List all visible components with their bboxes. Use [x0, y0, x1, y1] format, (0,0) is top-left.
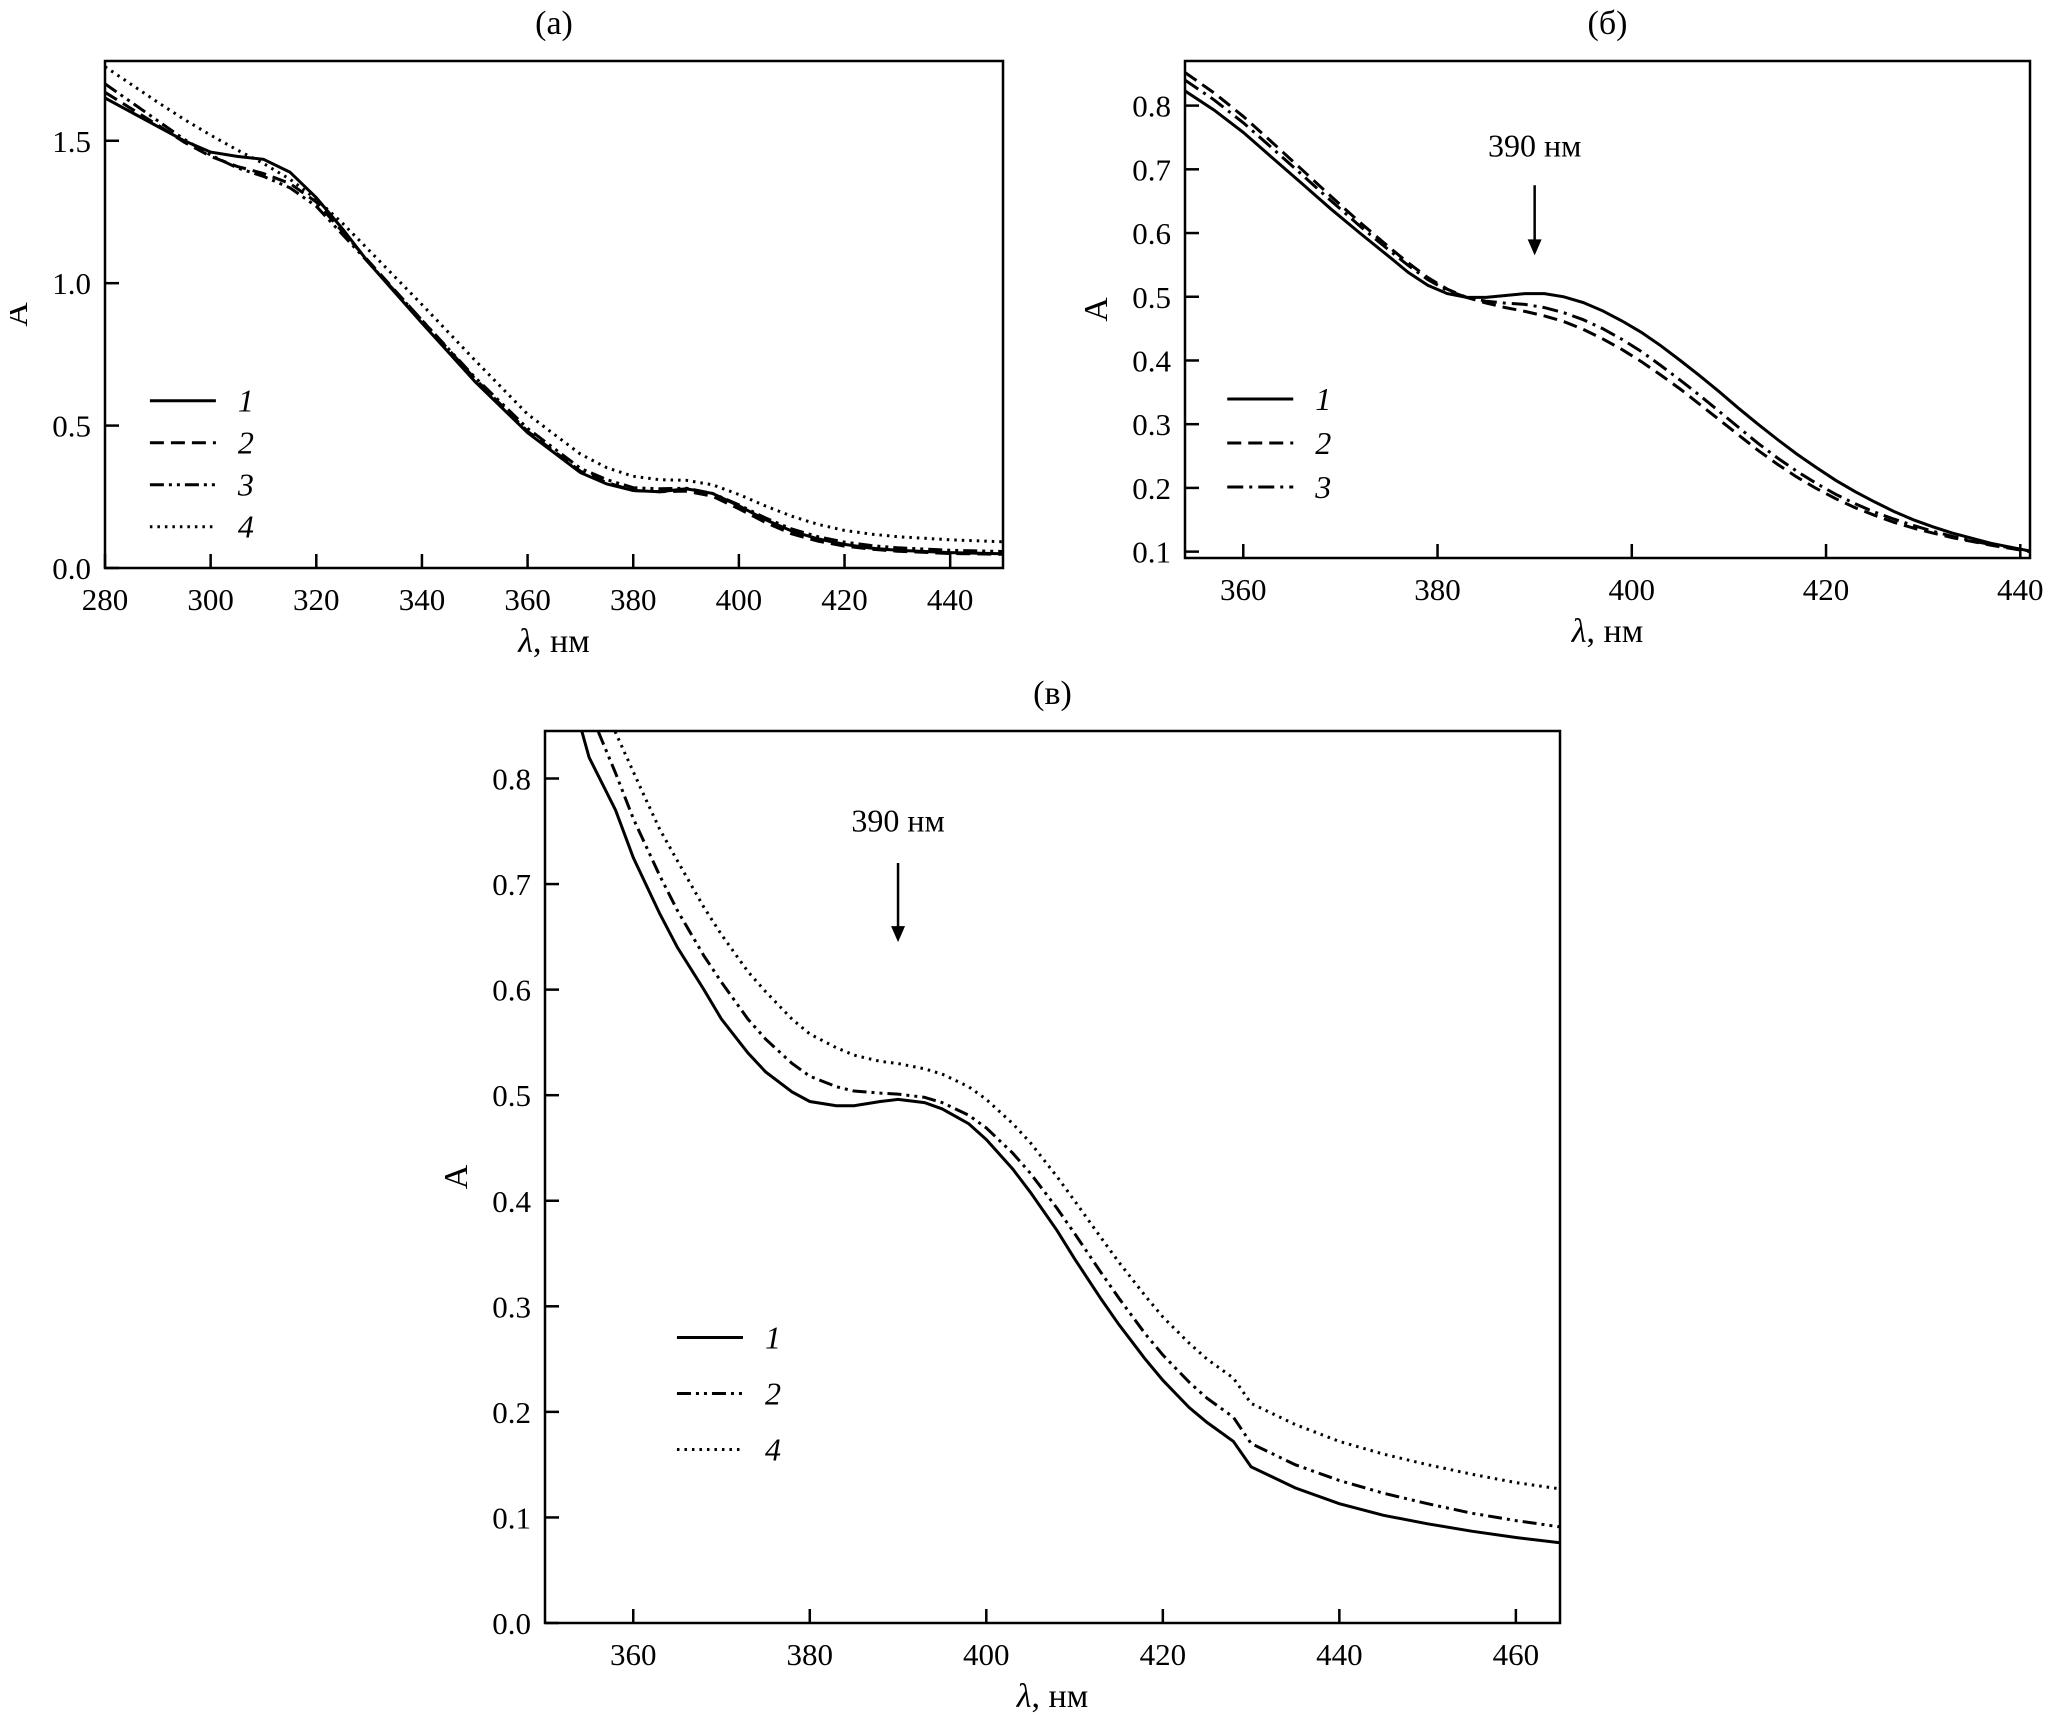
y-tick-label: 0.7 [1132, 152, 1171, 187]
chart-a-title: (а) [535, 5, 573, 42]
chart-v-title: (в) [1033, 675, 1072, 712]
x-tick-label: 340 [399, 582, 446, 617]
x-tick-label: 420 [1803, 572, 1850, 607]
series-curve-3 [1185, 78, 2030, 553]
y-tick-label: 0.3 [492, 1289, 531, 1324]
x-tick-label: 380 [787, 1637, 834, 1672]
x-tick-label: 360 [610, 1637, 657, 1672]
y-tick-label: 0.5 [1132, 280, 1171, 315]
x-axis-label: λ, нм [1016, 1678, 1088, 1715]
y-tick-label: 0.6 [1132, 216, 1171, 251]
y-tick-label: 0.8 [1132, 89, 1171, 124]
y-tick-label: 0.0 [492, 1606, 531, 1641]
series-curve-2 [105, 91, 1003, 556]
x-tick-label: 440 [1997, 572, 2044, 607]
y-tick-label: 0.5 [52, 409, 91, 444]
x-axis-label: λ, нм [1571, 613, 1643, 650]
annotation-text: 390 нм [851, 802, 944, 838]
chart-v: (в) 360 380 400 420 440 460 0.0 0.1 0.2 0.3 0.4 0.5… [430, 675, 1575, 1718]
x-tick-label: 380 [610, 582, 657, 617]
y-tick-label: 0.4 [1132, 343, 1171, 378]
chart-b-title: (б) [1587, 5, 1628, 42]
y-tick-label: 0.7 [492, 867, 531, 902]
y-tick-label: 1.0 [52, 266, 91, 301]
series-curve-4 [105, 65, 1003, 544]
series-curve-3 [105, 82, 1003, 553]
legend-label-3: 3 [237, 467, 254, 503]
legend-label-2: 2 [238, 425, 254, 461]
legend-label-1: 1 [238, 383, 254, 419]
y-axis-label: A [438, 1164, 475, 1189]
x-tick-label: 280 [82, 582, 129, 617]
series-curve-4 [613, 731, 1560, 1491]
y-axis-label: A [1078, 297, 1115, 322]
y-tick-label: 0.0 [52, 551, 91, 586]
plot-frame [543, 729, 1562, 1625]
x-tick-label: 360 [1220, 572, 1267, 607]
x-tick-label: 420 [1140, 1637, 1187, 1672]
y-tick-label: 0.5 [492, 1078, 531, 1113]
y-tick-label: 1.5 [52, 124, 91, 159]
y-tick-label: 0.6 [492, 973, 531, 1008]
x-tick-label: 380 [1414, 572, 1461, 607]
x-tick-label: 440 [927, 582, 974, 617]
series-curve-2 [1185, 71, 2030, 554]
chart-b: (б) 360 380 400 420 440 0.1 0.2 0.3 0.4 0.5 0.6 0.7… [1040, 5, 2052, 653]
plot-frame [103, 59, 1005, 570]
series-curve-1 [580, 731, 1560, 1545]
chart-b-plot: 360 380 400 420 440 0.1 0.2 0.3 0.4 0.5 0.6 0.7 0.8 λ… [1078, 59, 2044, 650]
x-tick-label: 420 [821, 582, 868, 617]
x-axis-label: λ, нм [517, 623, 589, 660]
chart-v-plot: 360 380 400 420 440 460 0.0 0.1 0.2 0.3 0.4 0.5 0.6 0… [438, 729, 1562, 1715]
x-tick-label: 300 [187, 582, 234, 617]
legend-label-4: 4 [238, 509, 254, 545]
series-curve-1 [1185, 89, 2030, 553]
x-tick-label: 400 [963, 1637, 1010, 1672]
y-tick-label: 0.3 [1132, 407, 1171, 442]
legend-label-1: 1 [765, 1320, 781, 1356]
x-tick-label: 400 [1609, 572, 1656, 607]
annotation-text: 390 нм [1488, 128, 1581, 164]
x-tick-label: 320 [293, 582, 340, 617]
plot-frame [1183, 59, 2032, 560]
y-tick-label: 0.1 [492, 1500, 531, 1535]
annotation-arrow-head [891, 926, 906, 943]
legend-label-2: 2 [765, 1376, 781, 1412]
x-tick-label: 400 [716, 582, 763, 617]
y-tick-label: 0.4 [492, 1184, 531, 1219]
x-tick-label: 440 [1316, 1637, 1363, 1672]
legend-label-3: 3 [1314, 469, 1331, 505]
x-tick-label: 460 [1493, 1637, 1540, 1672]
series-curve-2 [596, 731, 1560, 1529]
legend-label-2: 2 [1315, 425, 1331, 461]
x-tick-label: 360 [504, 582, 551, 617]
chart-a-plot: 280 300 320 340 360 380 400 420 440 0.0 0.5 1.0 1.5 λ… [10, 59, 1005, 660]
y-tick-label: 0.1 [1132, 535, 1171, 570]
y-tick-label: 0.8 [492, 762, 531, 797]
y-tick-label: 0.2 [492, 1395, 531, 1430]
annotation-arrow-head [1527, 239, 1542, 256]
y-tick-label: 0.2 [1132, 471, 1171, 506]
legend-label-4: 4 [765, 1432, 781, 1468]
y-axis-label: A [10, 302, 35, 327]
legend-label-1: 1 [1315, 381, 1331, 417]
chart-a: (а) 280 300 320 340 360 380 400 420 440 0.0 0.5 1.0… [10, 5, 1015, 668]
